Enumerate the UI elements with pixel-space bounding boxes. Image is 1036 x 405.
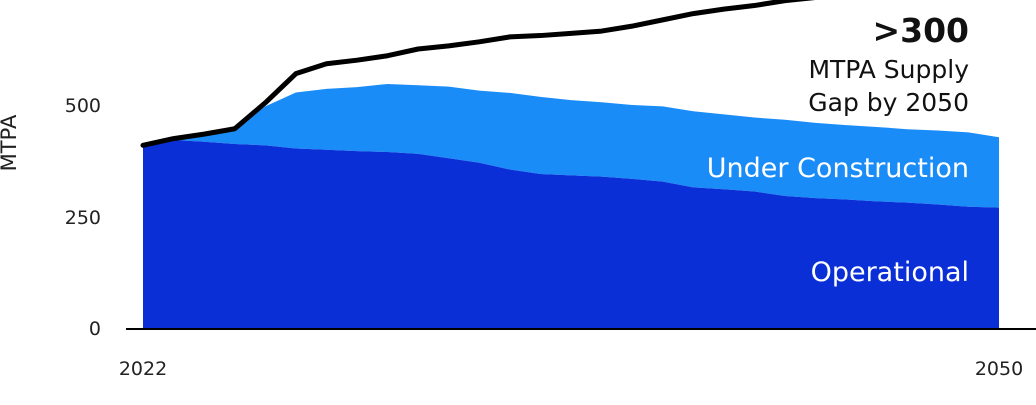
y-tick-label-250: 250 [65,207,101,229]
plot-area [126,0,1036,330]
operational-area [143,139,999,329]
operational-label: Operational [811,257,969,288]
supply-gap-label-line2: Gap by 2050 [808,88,969,117]
x-tick-label-2022: 2022 [119,358,167,380]
under-construction-label: Under Construction [707,153,969,184]
y-tick-label-0: 0 [89,318,101,340]
y-tick-label-500: 500 [65,95,101,117]
x-tick-label-2050: 2050 [975,358,1023,380]
y-axis-label: MTPA [0,114,21,171]
supply-gap-value: >300 [872,11,969,50]
demand-line [140,0,816,148]
under-construction-area [143,83,999,208]
supply-gap-label-line1: MTPA Supply [808,55,969,84]
